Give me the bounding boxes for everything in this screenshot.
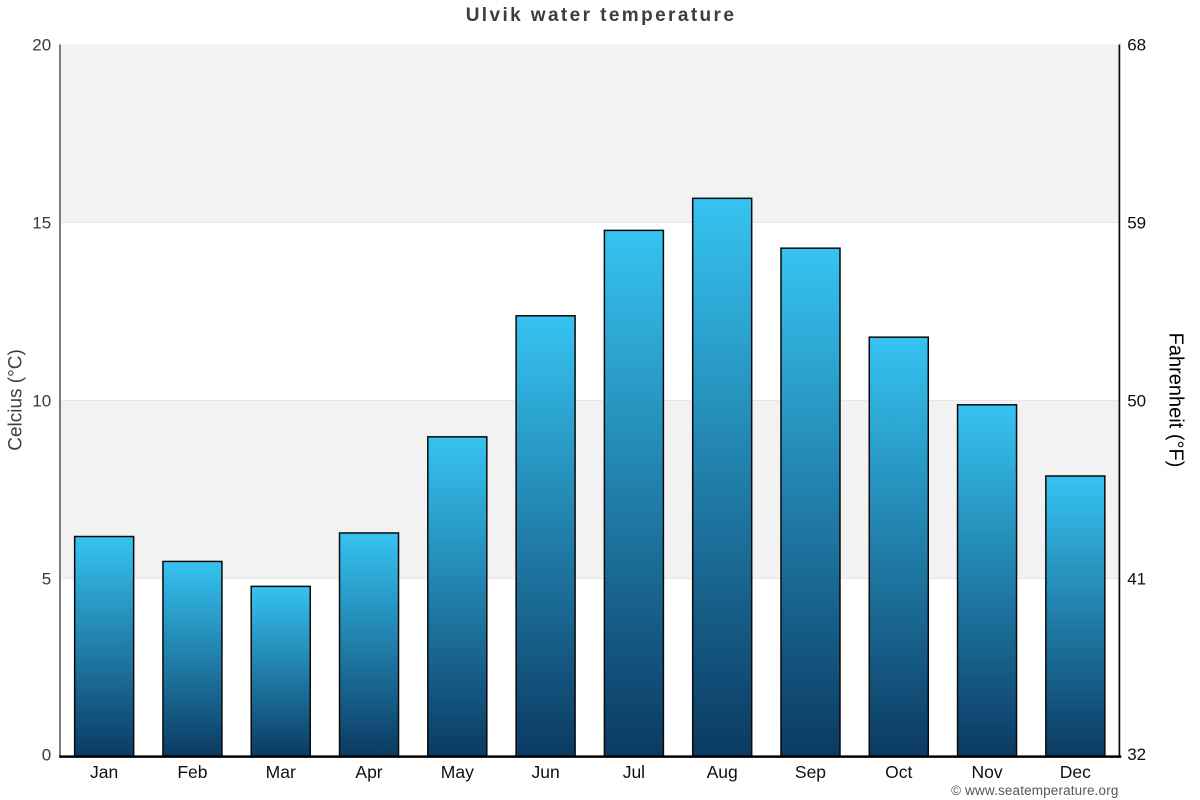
svg-text:Feb: Feb: [177, 762, 207, 782]
svg-text:32: 32: [1127, 745, 1146, 764]
svg-text:May: May: [441, 762, 474, 782]
svg-text:59: 59: [1127, 213, 1146, 232]
svg-text:10: 10: [32, 392, 51, 411]
svg-text:Jul: Jul: [623, 762, 645, 782]
svg-text:68: 68: [1127, 35, 1146, 54]
svg-text:Oct: Oct: [885, 762, 912, 782]
svg-text:0: 0: [42, 745, 51, 764]
svg-text:15: 15: [32, 214, 51, 233]
svg-text:Ulvik water temperature: Ulvik water temperature: [466, 5, 737, 26]
svg-text:Dec: Dec: [1060, 762, 1091, 782]
svg-text:Jun: Jun: [531, 762, 559, 782]
svg-text:Celcius (°C): Celcius (°C): [5, 349, 26, 451]
svg-text:Aug: Aug: [707, 762, 738, 782]
svg-text:Mar: Mar: [266, 762, 296, 782]
svg-text:41: 41: [1127, 569, 1146, 588]
svg-text:Jan: Jan: [90, 762, 118, 782]
svg-text:Nov: Nov: [971, 762, 1002, 782]
svg-text:50: 50: [1127, 391, 1146, 410]
svg-text:5: 5: [42, 570, 51, 589]
svg-text:© www.seatemperature.org: © www.seatemperature.org: [951, 783, 1118, 798]
svg-text:Sep: Sep: [795, 762, 826, 782]
svg-text:Apr: Apr: [355, 762, 382, 782]
svg-text:Fahrenheit (°F): Fahrenheit (°F): [1165, 333, 1187, 468]
svg-text:20: 20: [32, 36, 51, 55]
